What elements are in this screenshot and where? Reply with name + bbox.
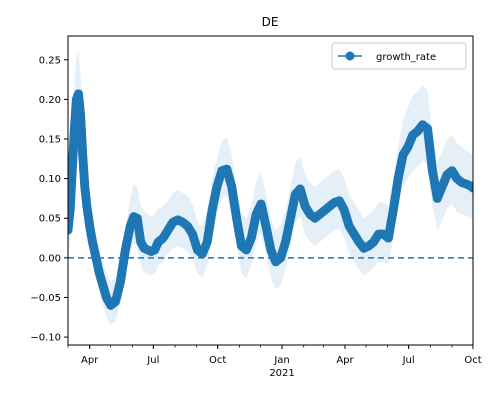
y-tick-label: −0.10	[30, 333, 61, 344]
x-year-label: 2021	[269, 368, 294, 379]
y-tick-label: 0.15	[39, 135, 61, 146]
y-tick-label: 0.25	[39, 55, 61, 66]
y-tick-label: 0.20	[39, 95, 61, 106]
x-tick-label: Jul	[146, 355, 159, 366]
plot-area	[68, 51, 473, 326]
chart-title: DE	[262, 15, 279, 29]
plot-content	[68, 51, 473, 326]
confidence-band	[68, 51, 473, 326]
x-tick-label: Oct	[209, 355, 226, 366]
axes: −0.10 −0.05 0.00 0.05 0.10 0.15 0.20 0.25 Apr Jul…	[30, 55, 481, 379]
legend-box	[331, 42, 467, 70]
y-tick-label: 0.00	[39, 253, 61, 264]
plot-frame	[67, 35, 474, 346]
x-tick-label: Jan	[273, 355, 289, 366]
legend-entry-growth-rate: growth_rate	[376, 52, 436, 63]
legend: growth_rate	[331, 42, 467, 70]
y-tick-label: 0.05	[39, 214, 61, 225]
x-tick-label: Apr	[336, 355, 354, 366]
x-tick-label: Oct	[464, 355, 481, 366]
x-tick-label: Jul	[402, 355, 415, 366]
y-tick-label: 0.10	[39, 174, 61, 185]
legend-marker-icon	[345, 51, 355, 61]
x-tick-label: Apr	[81, 355, 99, 366]
data-point	[468, 183, 473, 193]
y-tick-label: −0.05	[30, 293, 61, 304]
